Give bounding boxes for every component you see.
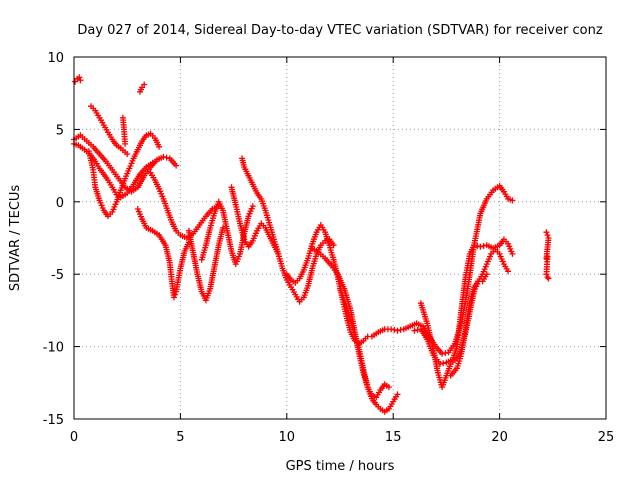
data-point-markers <box>337 285 401 415</box>
x-tick-label: 0 <box>70 430 78 445</box>
series-trace-1 <box>72 74 84 85</box>
grid-lines <box>74 57 606 419</box>
series-trace-4 <box>85 130 163 220</box>
data-points <box>71 74 552 415</box>
data-point-markers <box>134 206 192 301</box>
data-point-markers <box>72 74 84 85</box>
data-point-markers <box>185 224 226 304</box>
data-point-markers <box>368 182 516 357</box>
plot-frame <box>73 56 607 420</box>
x-tick-label: 15 <box>385 430 402 445</box>
series-trace-16 <box>337 285 401 415</box>
chart-title: Day 027 of 2014, Sidereal Day-to-day VTE… <box>77 23 602 38</box>
series-trace-8 <box>134 206 192 301</box>
data-point-markers <box>543 229 552 282</box>
data-point-markers <box>85 130 163 220</box>
data-point-markers <box>119 114 129 147</box>
data-point-markers <box>228 184 282 257</box>
x-tick-label: 10 <box>279 430 296 445</box>
series-trace-17 <box>368 182 516 357</box>
axis-ticks: 0 5 10 15 20 25 10 5 0 -5 -10 -15 <box>43 51 615 445</box>
y-tick-label: -15 <box>43 413 64 428</box>
series-trace-21 <box>543 229 552 282</box>
x-tick-label: 25 <box>598 430 615 445</box>
x-tick-label: 20 <box>491 430 508 445</box>
series-trace-10 <box>185 224 226 304</box>
series-trace-12 <box>228 184 282 257</box>
y-tick-label: 10 <box>47 51 64 66</box>
series-trace-7 <box>137 81 148 95</box>
data-point-markers <box>137 81 148 95</box>
x-axis-label: GPS time / hours <box>286 459 395 474</box>
data-point-markers <box>283 222 371 347</box>
series-trace-14 <box>283 222 371 347</box>
series-trace-13 <box>239 155 337 305</box>
y-tick-label: 5 <box>56 123 64 138</box>
y-tick-label: 0 <box>56 196 64 211</box>
data-point-markers <box>88 103 131 157</box>
series-trace-11 <box>198 198 256 268</box>
x-tick-label: 5 <box>176 430 184 445</box>
series-trace-5 <box>88 103 131 157</box>
y-axis-label: SDTVAR / TECUs <box>8 185 23 292</box>
data-point-markers <box>447 271 490 379</box>
y-tick-label: -5 <box>51 268 64 283</box>
data-point-markers <box>198 198 256 268</box>
series-trace-20 <box>447 271 490 379</box>
series-trace-6 <box>119 114 129 147</box>
y-tick-label: -10 <box>43 341 64 356</box>
data-point-markers <box>239 155 337 305</box>
